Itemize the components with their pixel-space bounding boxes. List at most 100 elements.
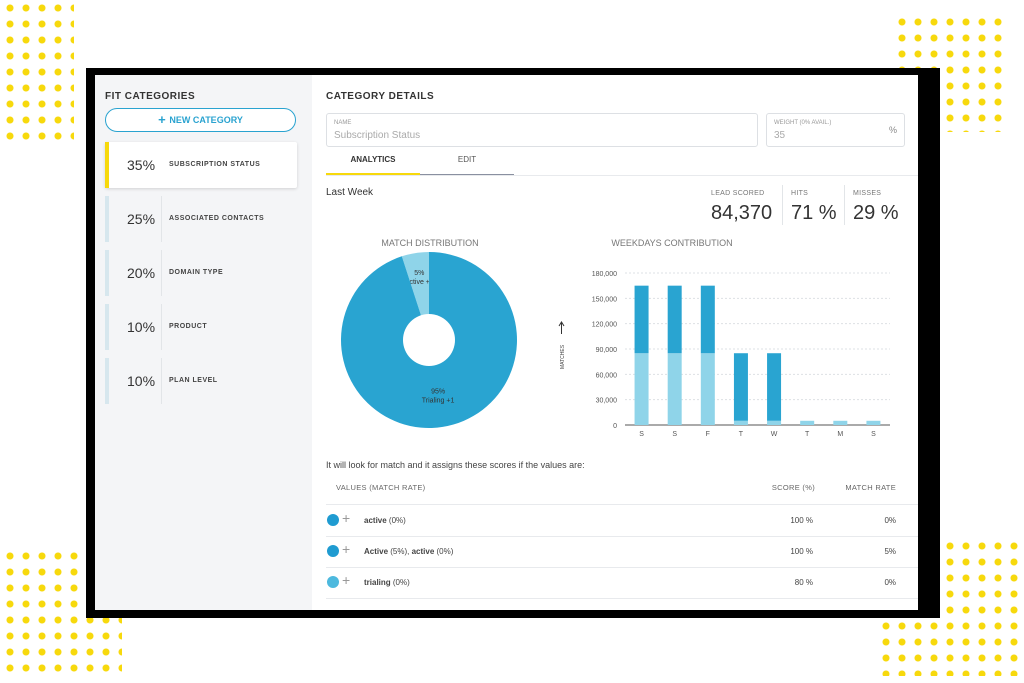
item-percent: 10% [127,373,156,389]
row-values: Active (5%), active (0%) [364,547,453,556]
y-axis-arrow [558,321,565,334]
row-dot [327,514,339,526]
bar-chart: WEEKDAYS CONTRIBUTION 0 30,000 60,000 90,000… [558,238,890,438]
stat-value: 29 % [853,202,899,224]
sidebar: FIT CATEGORIES + NEW CATEGORY 35% SUBSCRI… [95,75,312,610]
table-header: MATCH RATE [845,483,896,492]
button-label: NEW CATEGORY [169,115,243,125]
item-name: PLAN LEVEL [169,377,218,384]
row-add-icon[interactable]: + [342,572,351,588]
category-item[interactable]: 10% PRODUCT [105,304,297,350]
stat-value: 71 % [791,202,837,224]
value-text: Active [364,547,389,556]
bar-segment [767,420,782,425]
y-tick-label: 180,000 [592,271,617,278]
y-tick-label: 120,000 [592,322,617,329]
x-tick-label: F [706,431,710,438]
name-input[interactable]: NAME Subscription Status [326,113,758,147]
chart-title: WEEKDAYS CONTRIBUTION [611,238,732,248]
item-accent [105,250,109,296]
input-label: NAME [334,120,352,126]
value-text: active [411,547,435,556]
scores-intro: It will look for match and it assigns th… [326,460,585,470]
item-percent: 25% [127,211,156,227]
bar-segment [733,353,748,421]
stat-label: HITS [791,190,809,197]
weight-input[interactable]: WEIGHT (0% AVAIL.) 35 % [766,113,905,147]
x-tick-label: M [837,431,843,438]
y-tick-label: 60,000 [596,372,618,379]
x-tick-label: S [672,431,677,438]
row-score: 100 % [790,516,813,525]
row-rate: 5% [884,547,896,556]
item-accent [105,196,109,242]
slice-category-label: Active +1 [405,279,434,286]
item-percent: 20% [127,265,156,281]
y-axis-label: MATCHES [560,344,566,369]
tab-line [326,175,918,176]
slice-value-label: 5% [414,270,424,277]
sidebar-title: FIT CATEGORIES [105,91,196,102]
item-name: PRODUCT [169,323,208,330]
bar-segment [634,285,649,354]
table-line [326,536,918,537]
category-item[interactable]: 10% PLAN LEVEL [105,358,297,404]
item-name: DOMAIN TYPE [169,269,224,276]
row-add-icon[interactable]: + [342,541,351,557]
table-line [326,598,918,599]
x-tick-label: T [739,431,744,438]
bar-segment [700,285,715,354]
bar-segment [634,353,649,425]
period: Last Week [326,187,374,198]
input-label: WEIGHT (0% AVAIL.) [774,120,832,126]
donut-hole [403,314,455,366]
value-text: (0%) [390,578,410,587]
row-add-icon[interactable]: + [342,510,351,526]
row-score: 100 % [790,547,813,556]
item-accent [105,304,109,350]
bar-segment [667,353,682,425]
bar-segment [833,420,848,425]
chart-title: MATCH DISTRIBUTION [381,238,478,248]
main-panel: CATEGORY DETAILS NAME Subscription Statu… [312,75,918,610]
x-tick-label: S [871,431,876,438]
row-score: 80 % [794,578,813,587]
item-divider [161,196,162,242]
item-name: SUBSCRIPTION STATUS [169,161,261,168]
category-item[interactable]: 35% SUBSCRIPTION STATUS [105,142,297,188]
input-unit: % [888,125,897,135]
value-text: (0%) [386,516,406,525]
item-percent: 10% [127,319,156,335]
category-item[interactable]: 20% DOMAIN TYPE [105,250,297,296]
table-header: SCORE (%) [771,483,815,492]
value-text: (0%) [434,547,454,556]
stat-divider [782,185,783,225]
x-tick-label: W [771,431,778,438]
table-line [326,504,918,505]
input-value: 35 [774,130,786,141]
y-tick-label: 90,000 [596,347,618,354]
dot-pattern [2,0,74,146]
bar-segment [733,420,748,425]
pie-chart: MATCH DISTRIBUTION 5% Active +1 95% Trialing… [341,238,517,428]
table-line [326,567,918,568]
new-category-button[interactable]: + NEW CATEGORY [105,108,296,132]
category-item[interactable]: 25% ASSOCIATED CONTACTS [105,196,297,242]
slice-value-label: 95% [431,388,445,395]
stat-label: LEAD SCORED [711,190,765,197]
item-percent: 35% [127,157,156,173]
input-value: Subscription Status [334,130,421,141]
stat-label: MISSES [853,190,882,197]
y-tick-label: 150,000 [592,296,617,303]
tab[interactable]: EDIT [420,155,514,175]
row-rate: 0% [884,578,896,587]
y-tick-label: 30,000 [596,398,618,405]
item-divider [161,304,162,350]
row-dot [327,576,339,588]
bar-segment [700,353,715,425]
row-values: trialing (0%) [364,578,410,587]
slice-category-label: Trialing +1 [422,397,455,404]
tab[interactable]: ANALYTICS [326,155,420,175]
x-tick-label: T [805,431,810,438]
